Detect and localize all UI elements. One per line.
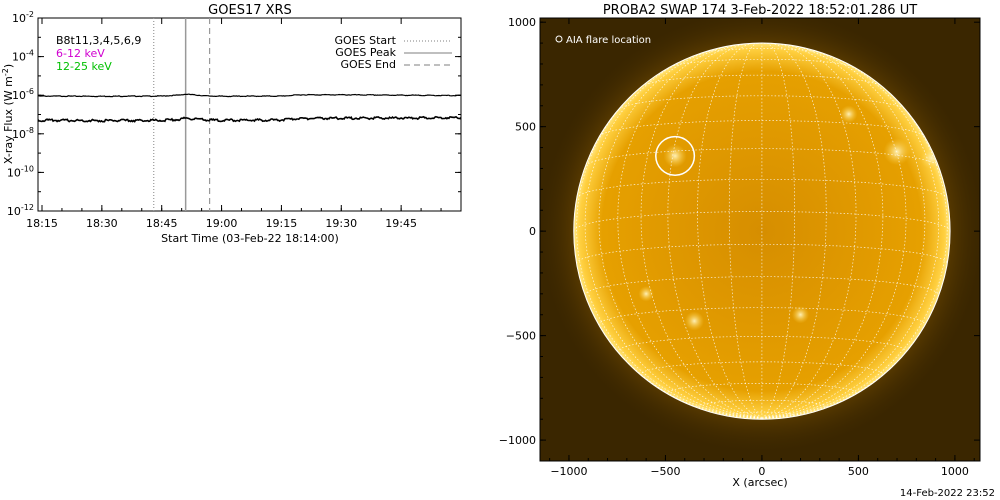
goes-series-line [38, 93, 461, 98]
grid-longitude-line [728, 42, 763, 419]
active-region-glow [684, 311, 705, 331]
goes-event-lines [153, 18, 211, 211]
swap-y-tick-label: −1000 [499, 434, 536, 447]
grid-longitude-line [598, 45, 762, 419]
goes-x-tick-label: 18:15 [26, 217, 58, 230]
goes-y-tick-label: 10-8 [12, 126, 34, 141]
goes-y-tick-label: 10-6 [12, 87, 34, 102]
grid-longitude-line [761, 67, 948, 419]
grid-longitude-line [761, 49, 940, 419]
generated-timestamp: 14-Feb-2022 23:52 [900, 488, 995, 499]
grid-longitude-line [667, 43, 762, 419]
active-region-glow [840, 105, 858, 123]
goes-y-tick-label: 10-12 [7, 203, 34, 218]
heliographic-grid [573, 42, 951, 419]
goes-legend-event: GOES Peak [335, 46, 396, 59]
solar-limb [573, 42, 951, 420]
grid-latitude-line [642, 74, 882, 87]
swap-plot-frame [539, 17, 981, 462]
grid-latitude-line [700, 48, 824, 54]
swap-y-tick-label: 500 [515, 121, 536, 134]
goes-legend-channel: 12-25 keV [56, 60, 112, 73]
grid-longitude-line [617, 44, 762, 419]
swap-y-tick-label: 0 [529, 225, 536, 238]
swap-y-tick-label: 1000 [508, 16, 536, 29]
goes-y-ticks: 10-12 10-10 10-8 10-6 10-4 10-2 [7, 10, 461, 218]
grid-longitude-line [584, 49, 762, 419]
flare-location-marker [655, 135, 696, 176]
swap-x-axis-label: X (arcsec) [732, 476, 787, 489]
swap-chart-title: PROBA2 SWAP 174 3-Feb-2022 18:52:01.286 … [603, 3, 917, 18]
grid-longitude-line [576, 67, 762, 419]
grid-latitude-line [667, 383, 857, 396]
swap-x-tick-label: 0 [758, 465, 765, 478]
active-region-glow [638, 286, 654, 302]
sun-image [540, 18, 980, 454]
active-region-glow [883, 138, 911, 166]
swap-x-ticks: −1000 −500 0 500 1000 [549, 18, 975, 478]
goes-x-tick-label: 19:00 [206, 217, 238, 230]
goes-y-tick-label: 10-10 [7, 164, 34, 179]
grid-longitude-line [761, 42, 795, 419]
active-region-glow [791, 306, 810, 324]
grid-latitude-line [697, 399, 827, 410]
goes-xrs-chart: GOES17 XRS 18:15 18:30 18:45 19:00 19:15 19:3… [1, 3, 462, 245]
goes-legend-event: GOES End [340, 58, 396, 71]
grid-longitude-line [761, 43, 884, 419]
grid-latitude-line [576, 178, 948, 199]
goes-series-line [38, 115, 461, 123]
goes-x-tick-label: 19:30 [325, 217, 357, 230]
goes-legend-channel: 6-12 keV [56, 47, 105, 60]
goes-chart-title: GOES17 XRS [208, 3, 292, 18]
grid-longitude-line [761, 45, 926, 419]
grid-latitude-line [669, 58, 855, 68]
flare-legend-label: AIA flare location [566, 35, 651, 46]
grid-longitude-line [640, 43, 762, 419]
goes-series-lines [38, 93, 461, 123]
swap-x-tick-label: 500 [848, 465, 869, 478]
goes-x-axis-label: Start Time (03-Feb-22 18:14:00) [161, 232, 339, 245]
solar-disk [573, 42, 951, 420]
goes-y-tick-label: 10-2 [12, 10, 34, 25]
grid-longitude-line [761, 42, 827, 419]
goes-legend-event: GOES Start [335, 34, 397, 47]
grid-latitude-line [640, 361, 884, 377]
goes-x-tick-label: 18:45 [146, 217, 178, 230]
grid-longitude-line [761, 43, 857, 419]
grid-latitude-line [599, 120, 925, 137]
flare-legend-marker [555, 35, 563, 43]
active-region-glow [663, 144, 687, 168]
goes-y-axis-label: X-ray Flux (W m-2) [1, 64, 15, 164]
goes-legend-channel: B8t11,3,4,5,6,9 [56, 34, 141, 47]
swap-image-chart: PROBA2 SWAP 174 3-Feb-2022 18:52:01.286 … [499, 3, 995, 499]
swap-x-tick-label: −1000 [550, 465, 587, 478]
goes-x-tick-label: 19:45 [385, 217, 417, 230]
swap-x-tick-label: 1000 [941, 465, 969, 478]
goes-x-tick-label: 18:30 [86, 217, 118, 230]
goes-x-ticks: 18:15 18:30 18:45 19:00 19:15 19:30 19:45 [26, 18, 462, 230]
goes-y-tick-label: 10-4 [12, 49, 34, 64]
swap-y-ticks: −1000 −500 0 500 1000 [499, 16, 980, 447]
goes-x-tick-label: 19:15 [266, 217, 298, 230]
grid-latitude-line [584, 276, 940, 296]
swap-y-tick-label: −500 [506, 330, 536, 343]
swap-x-tick-label: −500 [650, 465, 680, 478]
grid-longitude-line [761, 44, 907, 419]
grid-longitude-line [697, 42, 763, 419]
